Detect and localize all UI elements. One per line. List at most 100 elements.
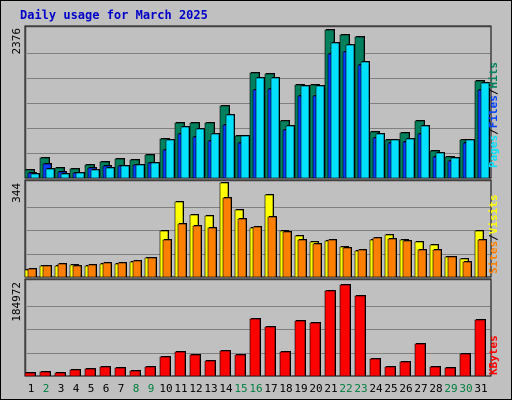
bar-sites-day-5 bbox=[87, 264, 97, 278]
bar-sites-day-21-face bbox=[327, 239, 337, 278]
bar-sites-day-20-face bbox=[312, 243, 322, 278]
bar-pages-day-27 bbox=[420, 125, 430, 179]
bar-kbytes-day-22 bbox=[339, 284, 351, 377]
bar-kbytes-day-14-face bbox=[219, 350, 231, 377]
bar-pages-day-28-face bbox=[435, 152, 445, 179]
legend-side-labels: Pages/Files/Hits Sites/Visits KBytes bbox=[487, 62, 500, 375]
x-label-day-17: 17 bbox=[264, 382, 277, 395]
bar-pages-day-14-face bbox=[225, 114, 235, 179]
bar-kbytes-day-18-face bbox=[279, 351, 291, 377]
bar-pages-day-19 bbox=[300, 85, 310, 179]
x-label-day-27: 27 bbox=[414, 382, 427, 395]
bar-pages-day-12-face bbox=[195, 128, 205, 179]
hits-panel-ymax-label: 2376 bbox=[10, 28, 23, 55]
bar-pages-day-3 bbox=[60, 173, 70, 179]
x-label-day-19: 19 bbox=[294, 382, 307, 395]
bar-pages-day-25 bbox=[390, 139, 400, 179]
bar-kbytes-day-28 bbox=[429, 366, 441, 377]
bar-kbytes-day-21 bbox=[324, 290, 336, 377]
bar-pages-day-6-face bbox=[105, 167, 115, 179]
bar-pages-day-31-face bbox=[480, 82, 490, 179]
bar-sites-day-24 bbox=[372, 237, 382, 278]
bar-sites-day-8 bbox=[132, 260, 142, 278]
bar-sites-day-24-face bbox=[372, 237, 382, 278]
x-label-day-12: 12 bbox=[189, 382, 202, 395]
bar-sites-day-6 bbox=[102, 262, 112, 278]
bar-kbytes-day-20 bbox=[309, 322, 321, 377]
bar-sites-day-8-face bbox=[132, 260, 142, 278]
bar-kbytes-day-31-face bbox=[474, 319, 486, 377]
bar-sites-day-4-face bbox=[72, 265, 82, 278]
bar-sites-day-23-face bbox=[357, 249, 367, 278]
bar-sites-day-12 bbox=[192, 225, 202, 278]
bar-pages-day-26 bbox=[405, 138, 415, 179]
bar-sites-day-2-face bbox=[42, 265, 52, 278]
bar-sites-day-19-face bbox=[297, 239, 307, 278]
bar-pages-day-18 bbox=[285, 125, 295, 179]
bar-kbytes-day-18 bbox=[279, 351, 291, 377]
bar-sites-day-25 bbox=[387, 238, 397, 278]
bar-pages-day-25-face bbox=[390, 139, 400, 179]
bar-pages-day-29 bbox=[450, 157, 460, 179]
bar-kbytes-day-26 bbox=[399, 361, 411, 377]
bar-pages-day-16 bbox=[255, 77, 265, 179]
x-label-day-9: 9 bbox=[148, 382, 155, 395]
bar-kbytes-day-30-face bbox=[459, 353, 471, 377]
bar-kbytes-day-2-face bbox=[39, 371, 51, 377]
bar-pages-day-31 bbox=[480, 82, 490, 179]
bar-pages-day-14 bbox=[225, 114, 235, 179]
bar-pages-day-21 bbox=[330, 42, 340, 179]
bar-pages-day-7-face bbox=[120, 165, 130, 179]
bar-kbytes-day-7-face bbox=[114, 367, 126, 377]
bar-kbytes-day-27 bbox=[414, 343, 426, 377]
bar-kbytes-day-15 bbox=[234, 354, 246, 377]
bar-pages-day-26-face bbox=[405, 138, 415, 179]
x-label-day-18: 18 bbox=[279, 382, 292, 395]
bar-kbytes-day-6 bbox=[99, 366, 111, 377]
legend-kbytes-text: KBytes bbox=[487, 335, 500, 375]
x-label-day-7: 7 bbox=[118, 382, 125, 395]
bar-sites-day-7-face bbox=[117, 262, 127, 278]
bar-pages-day-4-face bbox=[75, 172, 85, 179]
bar-kbytes-day-15-face bbox=[234, 354, 246, 377]
bar-kbytes-day-30 bbox=[459, 353, 471, 377]
bar-kbytes-day-26-face bbox=[399, 361, 411, 377]
bar-sites-day-7 bbox=[117, 262, 127, 278]
x-label-day-23: 23 bbox=[354, 382, 367, 395]
bar-kbytes-day-11 bbox=[174, 351, 186, 377]
bar-kbytes-day-4-face bbox=[69, 369, 81, 377]
bar-kbytes-day-8 bbox=[129, 370, 141, 377]
bar-kbytes-day-7 bbox=[114, 367, 126, 377]
x-label-day-28: 28 bbox=[429, 382, 442, 395]
legend-sep-1: / bbox=[487, 128, 500, 135]
bar-sites-day-1 bbox=[27, 268, 37, 278]
bar-pages-day-2 bbox=[45, 168, 55, 179]
bar-sites-day-6-face bbox=[102, 262, 112, 278]
bar-pages-day-8 bbox=[135, 164, 145, 179]
bar-sites-day-9 bbox=[147, 257, 157, 278]
bar-kbytes-day-25-face bbox=[384, 366, 396, 377]
bar-sites-day-2 bbox=[42, 265, 52, 278]
bar-sites-day-17 bbox=[267, 216, 277, 278]
bar-kbytes-day-5-face bbox=[84, 368, 96, 377]
legend-sites-text: Sites bbox=[487, 241, 500, 274]
bar-kbytes-day-20-face bbox=[309, 322, 321, 377]
bar-kbytes-day-10-face bbox=[159, 356, 171, 377]
bar-pages-day-12 bbox=[195, 128, 205, 179]
bar-pages-day-11-face bbox=[180, 126, 190, 179]
bar-sites-day-18-face bbox=[282, 231, 292, 278]
bar-pages-day-20 bbox=[315, 85, 325, 179]
bar-pages-day-10 bbox=[165, 139, 175, 179]
legend-visits-text: Visits bbox=[487, 195, 500, 235]
bar-kbytes-day-14 bbox=[219, 350, 231, 377]
bar-pages-day-24-face bbox=[375, 133, 385, 179]
bar-sites-day-30 bbox=[462, 261, 472, 278]
bar-kbytes-day-17-face bbox=[264, 326, 276, 377]
bar-sites-day-14 bbox=[222, 197, 232, 278]
bar-kbytes-day-5 bbox=[84, 368, 96, 377]
bar-sites-day-16-face bbox=[252, 226, 262, 278]
bar-pages-day-5-face bbox=[90, 169, 100, 179]
bar-kbytes-day-8-face bbox=[129, 370, 141, 377]
bar-sites-day-11 bbox=[177, 223, 187, 278]
bar-kbytes-day-1 bbox=[24, 372, 36, 377]
